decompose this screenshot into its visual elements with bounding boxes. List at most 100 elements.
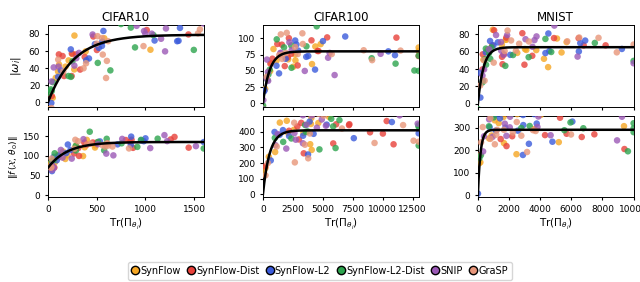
Point xyxy=(303,156,314,160)
X-axis label: Tr$(\Pi_{\theta_i})$: Tr$(\Pi_{\theta_i})$ xyxy=(324,217,358,232)
Point xyxy=(60,64,70,69)
Point xyxy=(484,47,494,52)
Point xyxy=(549,23,559,28)
Point xyxy=(518,123,529,127)
Point xyxy=(275,133,285,137)
Point xyxy=(183,32,193,37)
Point xyxy=(491,128,501,133)
Point xyxy=(388,109,398,113)
Point xyxy=(518,153,528,157)
Point xyxy=(284,36,294,40)
Point xyxy=(259,88,269,92)
Point xyxy=(617,114,627,119)
Point xyxy=(298,113,308,118)
Point xyxy=(555,115,565,120)
Point xyxy=(519,62,529,67)
Point xyxy=(288,65,298,69)
Point xyxy=(506,38,516,43)
Point xyxy=(61,151,71,155)
Point xyxy=(323,56,333,60)
Point xyxy=(275,120,285,125)
Point xyxy=(612,50,622,55)
Point xyxy=(147,31,157,36)
Point xyxy=(316,42,326,47)
Point xyxy=(358,48,369,52)
Point xyxy=(623,149,633,154)
Point xyxy=(289,131,300,135)
Point xyxy=(477,67,488,72)
Point xyxy=(312,24,322,28)
Point xyxy=(53,57,63,62)
Point xyxy=(538,109,548,113)
Point xyxy=(330,146,340,150)
Point xyxy=(198,146,209,151)
Point xyxy=(303,129,313,134)
Point xyxy=(488,60,499,65)
Legend: SynFlow, SynFlow-Dist, SynFlow-L2, SynFlow-L2-Dist, SNIP, GraSP: SynFlow, SynFlow-Dist, SynFlow-L2, SynFl… xyxy=(129,262,511,280)
Point xyxy=(265,61,275,66)
Point xyxy=(162,139,172,143)
Point xyxy=(300,142,310,147)
Point xyxy=(46,106,56,110)
Point xyxy=(476,95,486,100)
Point xyxy=(324,51,335,55)
Point xyxy=(527,54,538,58)
Point xyxy=(71,144,81,148)
Point xyxy=(264,67,275,72)
Point xyxy=(474,161,484,166)
Point xyxy=(71,52,81,57)
Point xyxy=(277,57,287,61)
Point xyxy=(269,130,280,134)
Point xyxy=(258,103,268,108)
Point xyxy=(170,135,180,139)
Point xyxy=(284,129,294,133)
Point xyxy=(331,122,341,127)
Point xyxy=(487,43,497,48)
Point xyxy=(512,112,522,116)
Point xyxy=(413,143,424,148)
Point xyxy=(495,137,506,141)
Point xyxy=(540,37,550,41)
Point xyxy=(67,59,77,63)
Point xyxy=(47,79,57,84)
Point xyxy=(97,36,107,40)
Point xyxy=(93,61,103,65)
Point xyxy=(259,107,269,112)
Point xyxy=(281,146,291,151)
Point xyxy=(103,39,113,43)
Point xyxy=(195,27,205,32)
Point xyxy=(497,43,507,47)
Point xyxy=(620,147,630,151)
Point xyxy=(413,54,424,58)
Point xyxy=(481,46,491,51)
Point xyxy=(148,33,159,37)
Point xyxy=(314,49,324,53)
Point xyxy=(579,43,589,48)
Point xyxy=(307,62,317,66)
Point xyxy=(259,89,269,94)
Point xyxy=(532,121,542,126)
Point xyxy=(108,153,118,158)
Point xyxy=(289,120,300,125)
Point xyxy=(499,127,509,132)
Point xyxy=(166,137,176,142)
Point xyxy=(58,155,68,160)
Point xyxy=(283,55,293,60)
Point xyxy=(54,155,64,159)
Point xyxy=(500,100,511,104)
Point xyxy=(136,138,146,142)
Point xyxy=(499,141,509,146)
Point xyxy=(290,45,300,49)
Point xyxy=(480,57,490,61)
Point xyxy=(516,126,526,130)
Point xyxy=(303,152,313,157)
Point xyxy=(145,47,156,52)
Point xyxy=(533,114,543,119)
Point xyxy=(99,36,109,41)
Point xyxy=(326,116,337,121)
Point xyxy=(479,134,489,138)
Point xyxy=(63,142,73,147)
Point xyxy=(266,61,276,65)
Point xyxy=(489,28,499,32)
Point xyxy=(63,58,74,63)
